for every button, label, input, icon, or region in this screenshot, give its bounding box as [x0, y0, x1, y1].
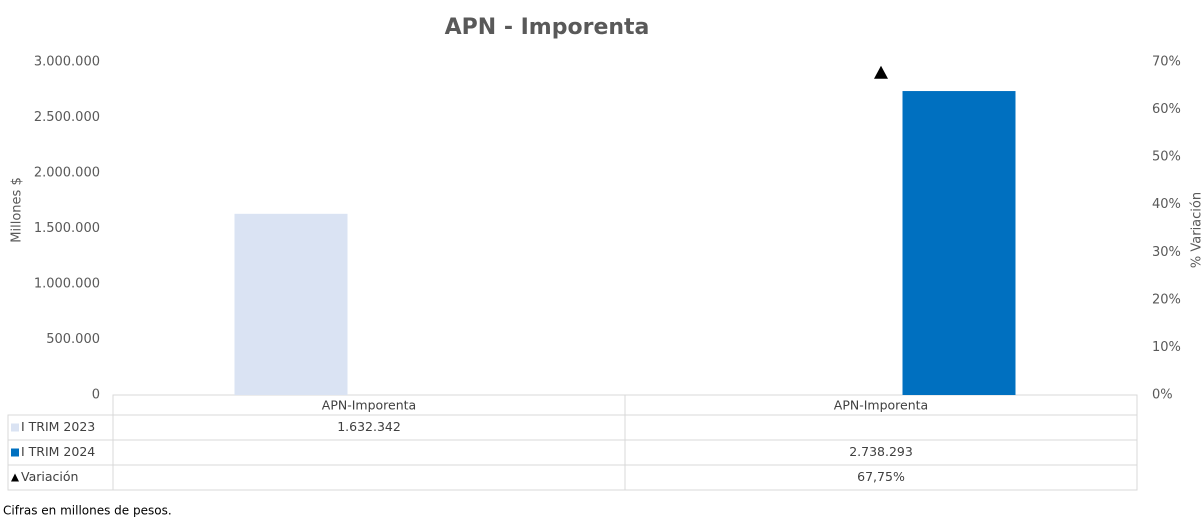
- x-tick-label: APN-Imporenta: [834, 398, 928, 413]
- y-tick-label: 2.000.000: [34, 166, 100, 181]
- y2-axis-title: % Variación: [1190, 192, 1204, 268]
- y2-tick-label: 20%: [1152, 292, 1181, 307]
- y2-tick-label: 0%: [1152, 388, 1173, 403]
- legend-swatch: [11, 448, 19, 457]
- bar: [902, 91, 1016, 396]
- y-tick-label: 0: [92, 388, 100, 403]
- y2-tick-label: 60%: [1152, 102, 1181, 117]
- legend-swatch: [11, 423, 19, 432]
- table-value: 2.738.293: [849, 444, 913, 459]
- y2-tick-label: 70%: [1152, 55, 1181, 70]
- y-tick-label: 1.500.000: [34, 221, 100, 236]
- y-tick-label: 3.000.000: [34, 55, 100, 70]
- legend-label: I TRIM 2024: [21, 444, 95, 459]
- marker: [874, 65, 888, 79]
- y2-tick-label: 50%: [1152, 150, 1181, 165]
- y2-tick-label: 30%: [1152, 245, 1181, 260]
- table-value: 67,75%: [857, 469, 905, 484]
- y-tick-label: 2.500.000: [34, 110, 100, 125]
- legend-swatch: [11, 473, 19, 482]
- table-value: 1.632.342: [337, 419, 401, 434]
- chart-title: APN - Imporenta: [445, 15, 650, 40]
- legend-label: I TRIM 2023: [21, 419, 95, 434]
- footnote: Cifras en millones de pesos.: [3, 504, 172, 517]
- y-axis-title: Millones $: [10, 177, 25, 242]
- bar: [234, 213, 348, 395]
- y-tick-label: 1.000.000: [34, 277, 100, 292]
- y2-tick-label: 10%: [1152, 340, 1181, 355]
- legend-label: Variación: [21, 469, 78, 484]
- x-tick-label: APN-Imporenta: [322, 398, 416, 413]
- y-tick-label: 500.000: [46, 332, 100, 347]
- y2-tick-label: 40%: [1152, 197, 1181, 212]
